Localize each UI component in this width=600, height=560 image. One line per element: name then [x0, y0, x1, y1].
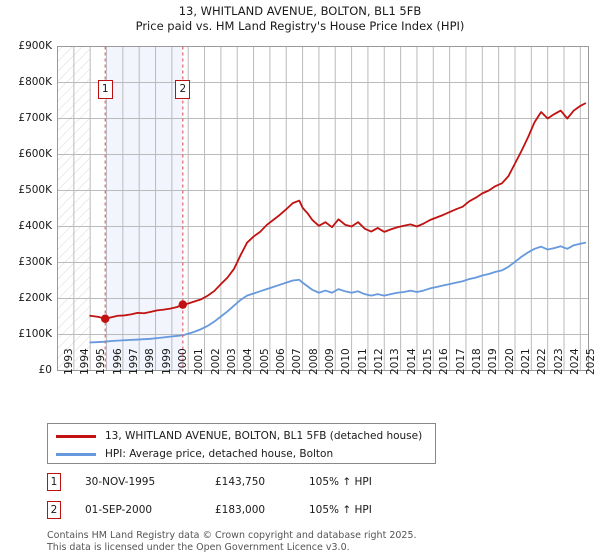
legend-item: 13, WHITLAND AVENUE, BOLTON, BL1 5FB (de… — [48, 427, 435, 445]
x-axis-tick-label: 1998 — [144, 347, 157, 375]
y-axis-tick-label: £100K — [18, 327, 52, 340]
x-axis-tick-label: 2020 — [503, 347, 516, 375]
footer-attribution: Contains HM Land Registry data © Crown c… — [47, 530, 567, 553]
transaction-hpi-delta: 105% ↑ HPI — [309, 476, 372, 488]
y-axis-tick-label: £800K — [18, 75, 52, 88]
legend-color-swatch — [56, 453, 96, 456]
x-axis-tick-label: 2007 — [291, 347, 304, 375]
transaction-price: £183,000 — [215, 504, 266, 516]
x-axis-tick-label: 2011 — [356, 347, 369, 375]
y-axis-tick-label: £900K — [18, 39, 52, 52]
x-axis-tick-label: 2022 — [536, 347, 549, 375]
x-axis-tick-label: 2015 — [421, 347, 434, 375]
transaction-hpi-delta: 105% ↑ HPI — [309, 504, 372, 516]
transaction-badge: 2 — [47, 501, 61, 519]
y-axis-tick-label: £500K — [18, 183, 52, 196]
x-axis-tick-label: 2006 — [274, 347, 287, 375]
legend-item: HPI: Average price, detached house, Bolt… — [48, 445, 435, 463]
x-axis-tick-label: 2003 — [225, 347, 238, 375]
chart-legend: 13, WHITLAND AVENUE, BOLTON, BL1 5FB (de… — [47, 423, 436, 464]
x-axis-tick-label: 2017 — [454, 347, 467, 375]
x-axis-tick-label: 2024 — [568, 347, 581, 375]
x-axis-tick-label: 2018 — [470, 347, 483, 375]
y-axis-tick-label: £400K — [18, 219, 52, 232]
x-axis-tick-label: 1994 — [78, 347, 91, 375]
transaction-date: 30-NOV-1995 — [85, 476, 156, 488]
x-axis-tick-label: 2010 — [340, 347, 353, 375]
transaction-point-marker — [101, 314, 110, 323]
x-axis-tick-label: 2001 — [193, 347, 206, 375]
legend-label: 13, WHITLAND AVENUE, BOLTON, BL1 5FB (de… — [105, 430, 423, 442]
footer-line-2: This data is licensed under the Open Gov… — [47, 541, 350, 553]
marker-flag-2[interactable]: 2 — [175, 80, 191, 99]
x-axis-tick-label: 2023 — [552, 347, 565, 375]
x-axis-tick-label: 2012 — [372, 347, 385, 375]
legend-label: HPI: Average price, detached house, Bolt… — [105, 448, 334, 460]
transaction-badge: 1 — [47, 473, 61, 491]
x-axis-tick-label: 2025 — [585, 347, 598, 375]
y-axis-tick-label: £600K — [18, 147, 52, 160]
page-subtitle: Price paid vs. HM Land Registry's House … — [135, 19, 465, 33]
legend-color-swatch — [56, 435, 96, 438]
x-axis-tick-label: 1997 — [127, 347, 140, 375]
page-title: 13, WHITLAND AVENUE, BOLTON, BL1 5FB — [178, 4, 422, 18]
transaction-row[interactable]: 2 01-SEP-2000 £183,000 105% ↑ HPI — [47, 501, 467, 521]
x-axis-tick-label: 2005 — [258, 347, 271, 375]
transaction-span-shading — [105, 46, 183, 371]
transaction-row[interactable]: 1 30-NOV-1995 £143,750 105% ↑ HPI — [47, 473, 467, 493]
y-axis-tick-label: £0 — [38, 363, 52, 376]
series-line-price-paid — [89, 102, 587, 320]
x-axis-tick-label: 2021 — [519, 347, 532, 375]
series-line-hpi — [89, 241, 587, 344]
x-axis-tick-label: 2019 — [487, 347, 500, 375]
footer-line-1: Contains HM Land Registry data © Crown c… — [47, 530, 417, 541]
x-axis-tick-label: 2013 — [389, 347, 402, 375]
x-axis-tick-label: 1996 — [111, 347, 124, 375]
plot-border — [57, 46, 589, 371]
x-axis-tick-label: 2008 — [307, 347, 320, 375]
transaction-point-marker — [178, 300, 188, 309]
x-axis-tick-label: 2002 — [209, 347, 222, 375]
x-axis-tick-label: 1993 — [62, 347, 75, 375]
x-axis-tick-label: 2009 — [323, 347, 336, 375]
transaction-price: £143,750 — [215, 476, 266, 488]
x-axis-tick-label: 2004 — [242, 347, 255, 375]
marker-flag-1[interactable]: 1 — [97, 80, 113, 99]
y-axis-tick-label: £700K — [18, 111, 52, 124]
x-axis-tick-label: 2016 — [438, 347, 451, 375]
x-axis-tick-label: 2000 — [176, 347, 189, 375]
chart-title-block: 13, WHITLAND AVENUE, BOLTON, BL1 5FB Pri… — [0, 4, 600, 34]
x-axis-tick-label: 2014 — [405, 347, 418, 375]
y-axis-tick-label: £200K — [18, 291, 52, 304]
transaction-date: 01-SEP-2000 — [85, 504, 153, 516]
x-axis-tick-label: 1999 — [160, 347, 173, 375]
y-axis-tick-label: £300K — [18, 255, 52, 268]
x-axis-tick-label: 1995 — [95, 347, 108, 375]
